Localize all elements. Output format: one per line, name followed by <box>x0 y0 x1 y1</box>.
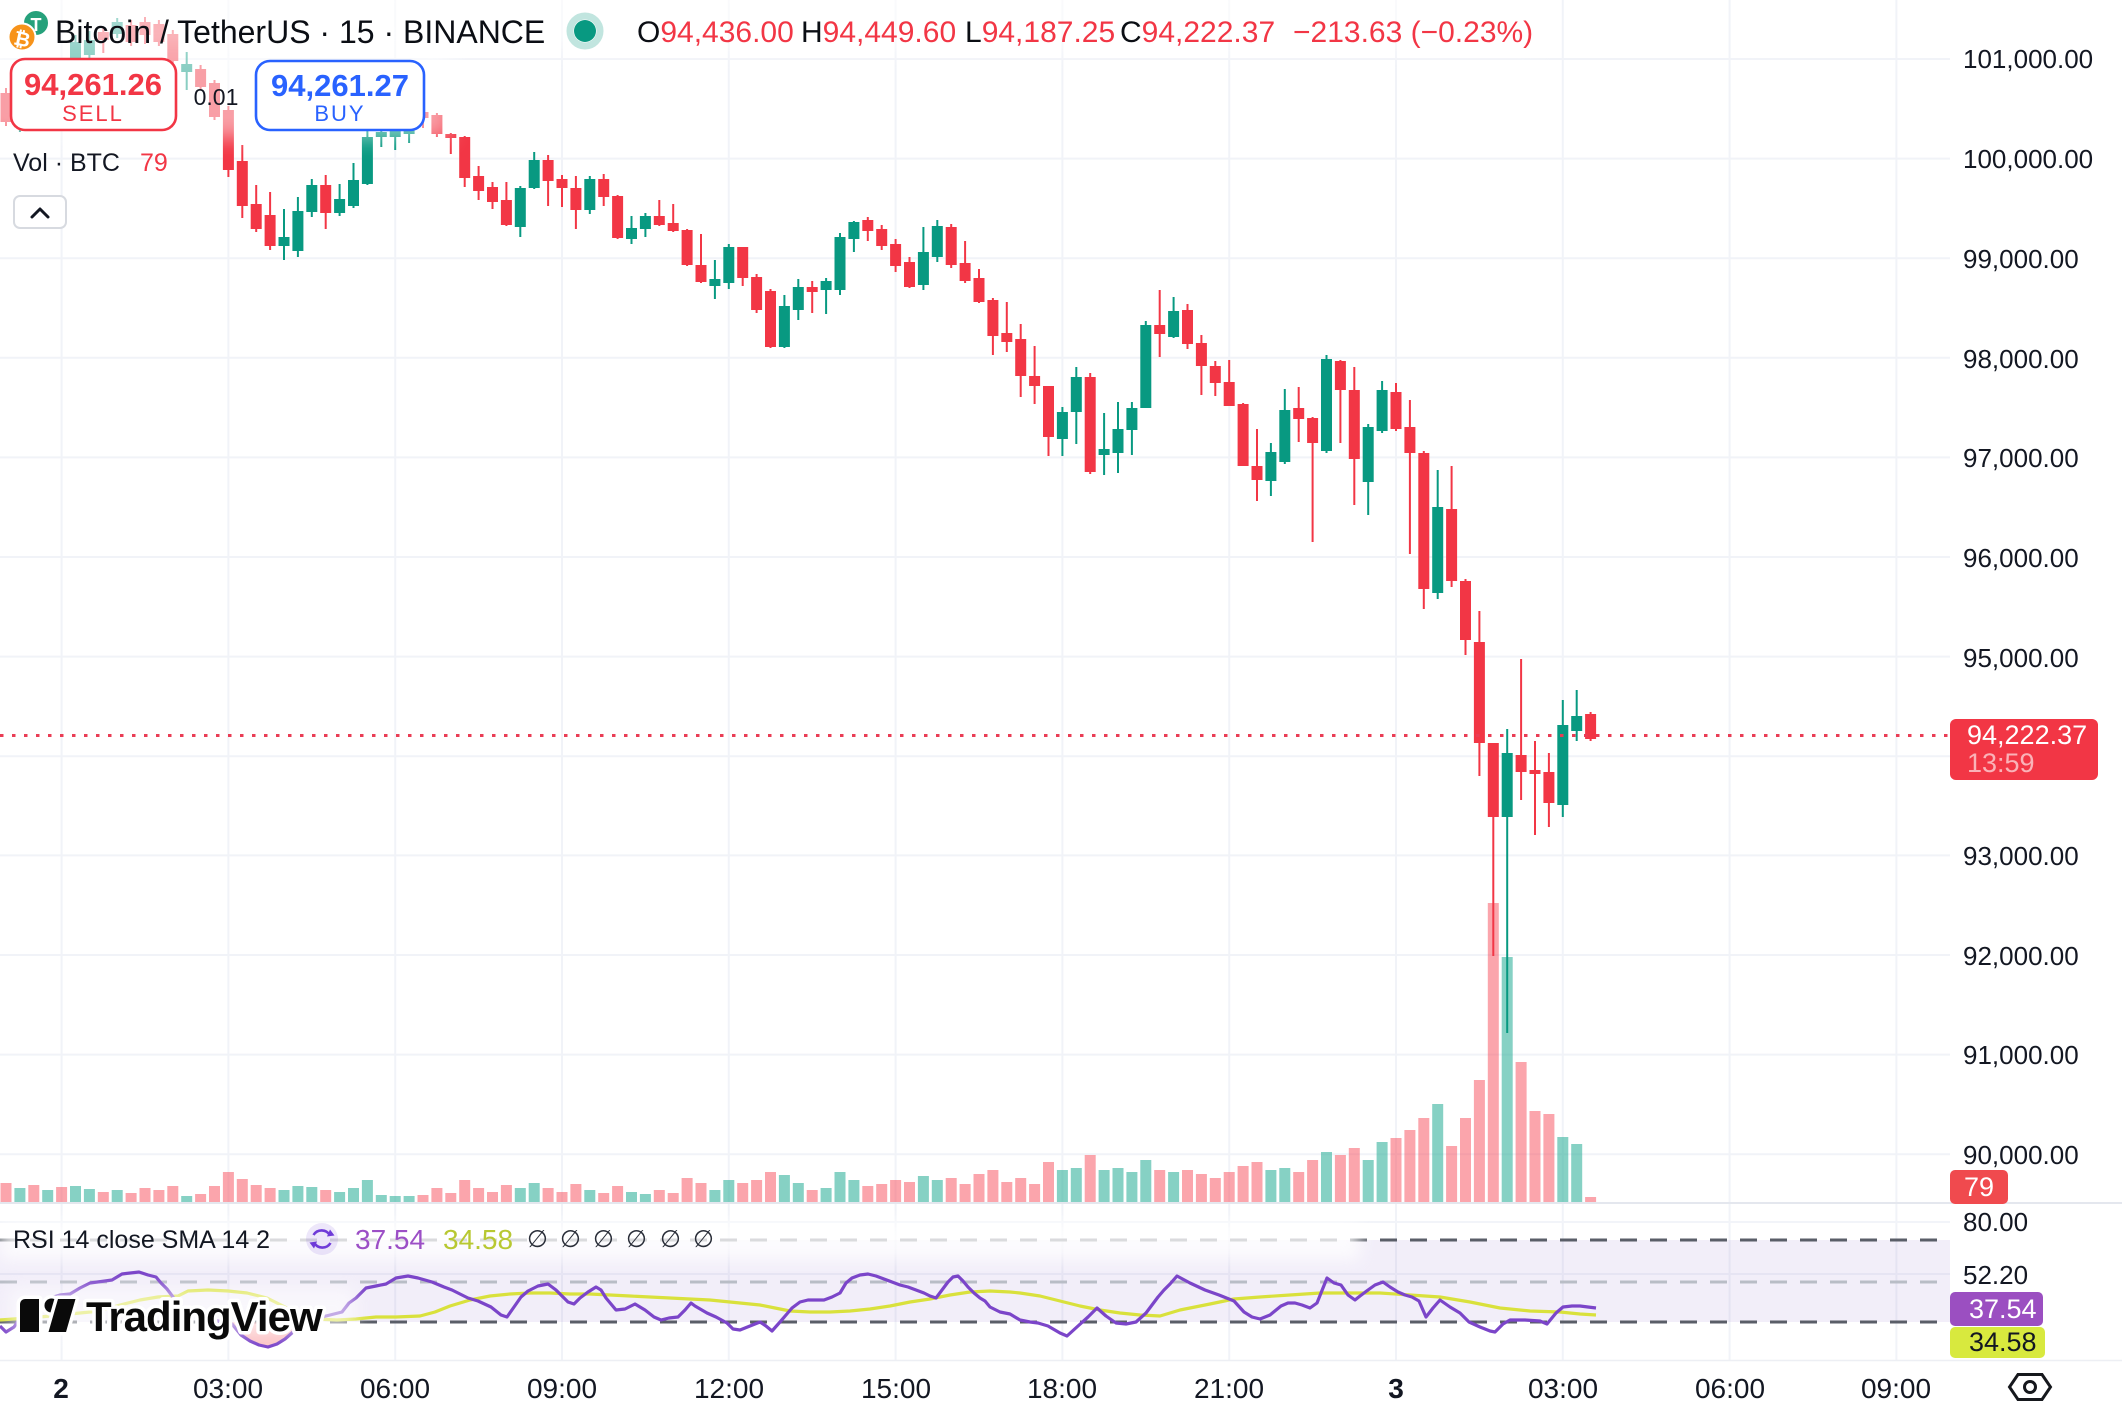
svg-text:BUY: BUY <box>314 101 365 126</box>
svg-text:∅: ∅ <box>626 1226 647 1253</box>
svg-text:∅: ∅ <box>693 1226 714 1253</box>
svg-text:∅: ∅ <box>593 1226 614 1253</box>
svg-text:34.58: 34.58 <box>1969 1327 2037 1357</box>
svg-text:79: 79 <box>140 149 168 177</box>
svg-text:3: 3 <box>1388 1373 1404 1404</box>
svg-text:Vol · BTC: Vol · BTC <box>13 149 120 177</box>
svg-text:37.54: 37.54 <box>355 1224 425 1255</box>
svg-text:T: T <box>31 15 42 35</box>
svg-text:2: 2 <box>53 1373 69 1404</box>
svg-text:96,000.00: 96,000.00 <box>1963 543 2079 573</box>
svg-text:L94,187.25: L94,187.25 <box>965 16 1115 49</box>
svg-text:97,000.00: 97,000.00 <box>1963 443 2079 473</box>
svg-text:34.58: 34.58 <box>443 1224 513 1255</box>
svg-text:18:00: 18:00 <box>1027 1373 1097 1404</box>
svg-text:TradingView: TradingView <box>86 1293 323 1340</box>
svg-text:99,000.00: 99,000.00 <box>1963 244 2079 274</box>
svg-text:80.00: 80.00 <box>1963 1207 2028 1237</box>
svg-text:21:00: 21:00 <box>1194 1373 1264 1404</box>
svg-text:RSI 14 close SMA 14 2: RSI 14 close SMA 14 2 <box>13 1226 270 1254</box>
svg-text:0.01: 0.01 <box>194 84 239 110</box>
svg-text:12:00: 12:00 <box>694 1373 764 1404</box>
svg-text:101,000.00: 101,000.00 <box>1963 44 2093 74</box>
svg-text:100,000.00: 100,000.00 <box>1963 144 2093 174</box>
svg-text:92,000.00: 92,000.00 <box>1963 941 2079 971</box>
svg-text:09:00: 09:00 <box>527 1373 597 1404</box>
svg-text:∅: ∅ <box>560 1226 581 1253</box>
svg-text:94,261.26: 94,261.26 <box>24 67 162 102</box>
svg-text:−213.63 (−0.23%): −213.63 (−0.23%) <box>1293 16 1533 49</box>
svg-text:03:00: 03:00 <box>1528 1373 1598 1404</box>
svg-text:03:00: 03:00 <box>193 1373 263 1404</box>
svg-text:09:00: 09:00 <box>1861 1373 1931 1404</box>
svg-text:06:00: 06:00 <box>360 1373 430 1404</box>
svg-text:∅: ∅ <box>527 1226 548 1253</box>
svg-text:90,000.00: 90,000.00 <box>1963 1140 2079 1170</box>
svg-text:93,000.00: 93,000.00 <box>1963 841 2079 871</box>
svg-text:94,222.37: 94,222.37 <box>1967 720 2087 750</box>
svg-text:H94,449.60: H94,449.60 <box>801 16 956 49</box>
svg-text:SELL: SELL <box>62 101 124 126</box>
svg-text:O94,436.00: O94,436.00 <box>637 16 794 49</box>
svg-text:94,261.27: 94,261.27 <box>271 68 409 103</box>
svg-text:06:00: 06:00 <box>1695 1373 1765 1404</box>
svg-text:91,000.00: 91,000.00 <box>1963 1040 2079 1070</box>
svg-text:52.20: 52.20 <box>1963 1260 2028 1290</box>
svg-text:∅: ∅ <box>660 1226 681 1253</box>
svg-text:98,000.00: 98,000.00 <box>1963 344 2079 374</box>
svg-text:37.54: 37.54 <box>1969 1294 2037 1324</box>
svg-text:C94,222.37: C94,222.37 <box>1120 16 1275 49</box>
svg-text:95,000.00: 95,000.00 <box>1963 643 2079 673</box>
svg-text:79: 79 <box>1964 1172 1994 1202</box>
svg-text:Bitcoin / TetherUS · 15 · BINA: Bitcoin / TetherUS · 15 · BINANCE <box>55 14 545 50</box>
svg-text:15:00: 15:00 <box>861 1373 931 1404</box>
svg-text:₿: ₿ <box>12 28 33 53</box>
svg-text:13:59: 13:59 <box>1967 748 2035 778</box>
